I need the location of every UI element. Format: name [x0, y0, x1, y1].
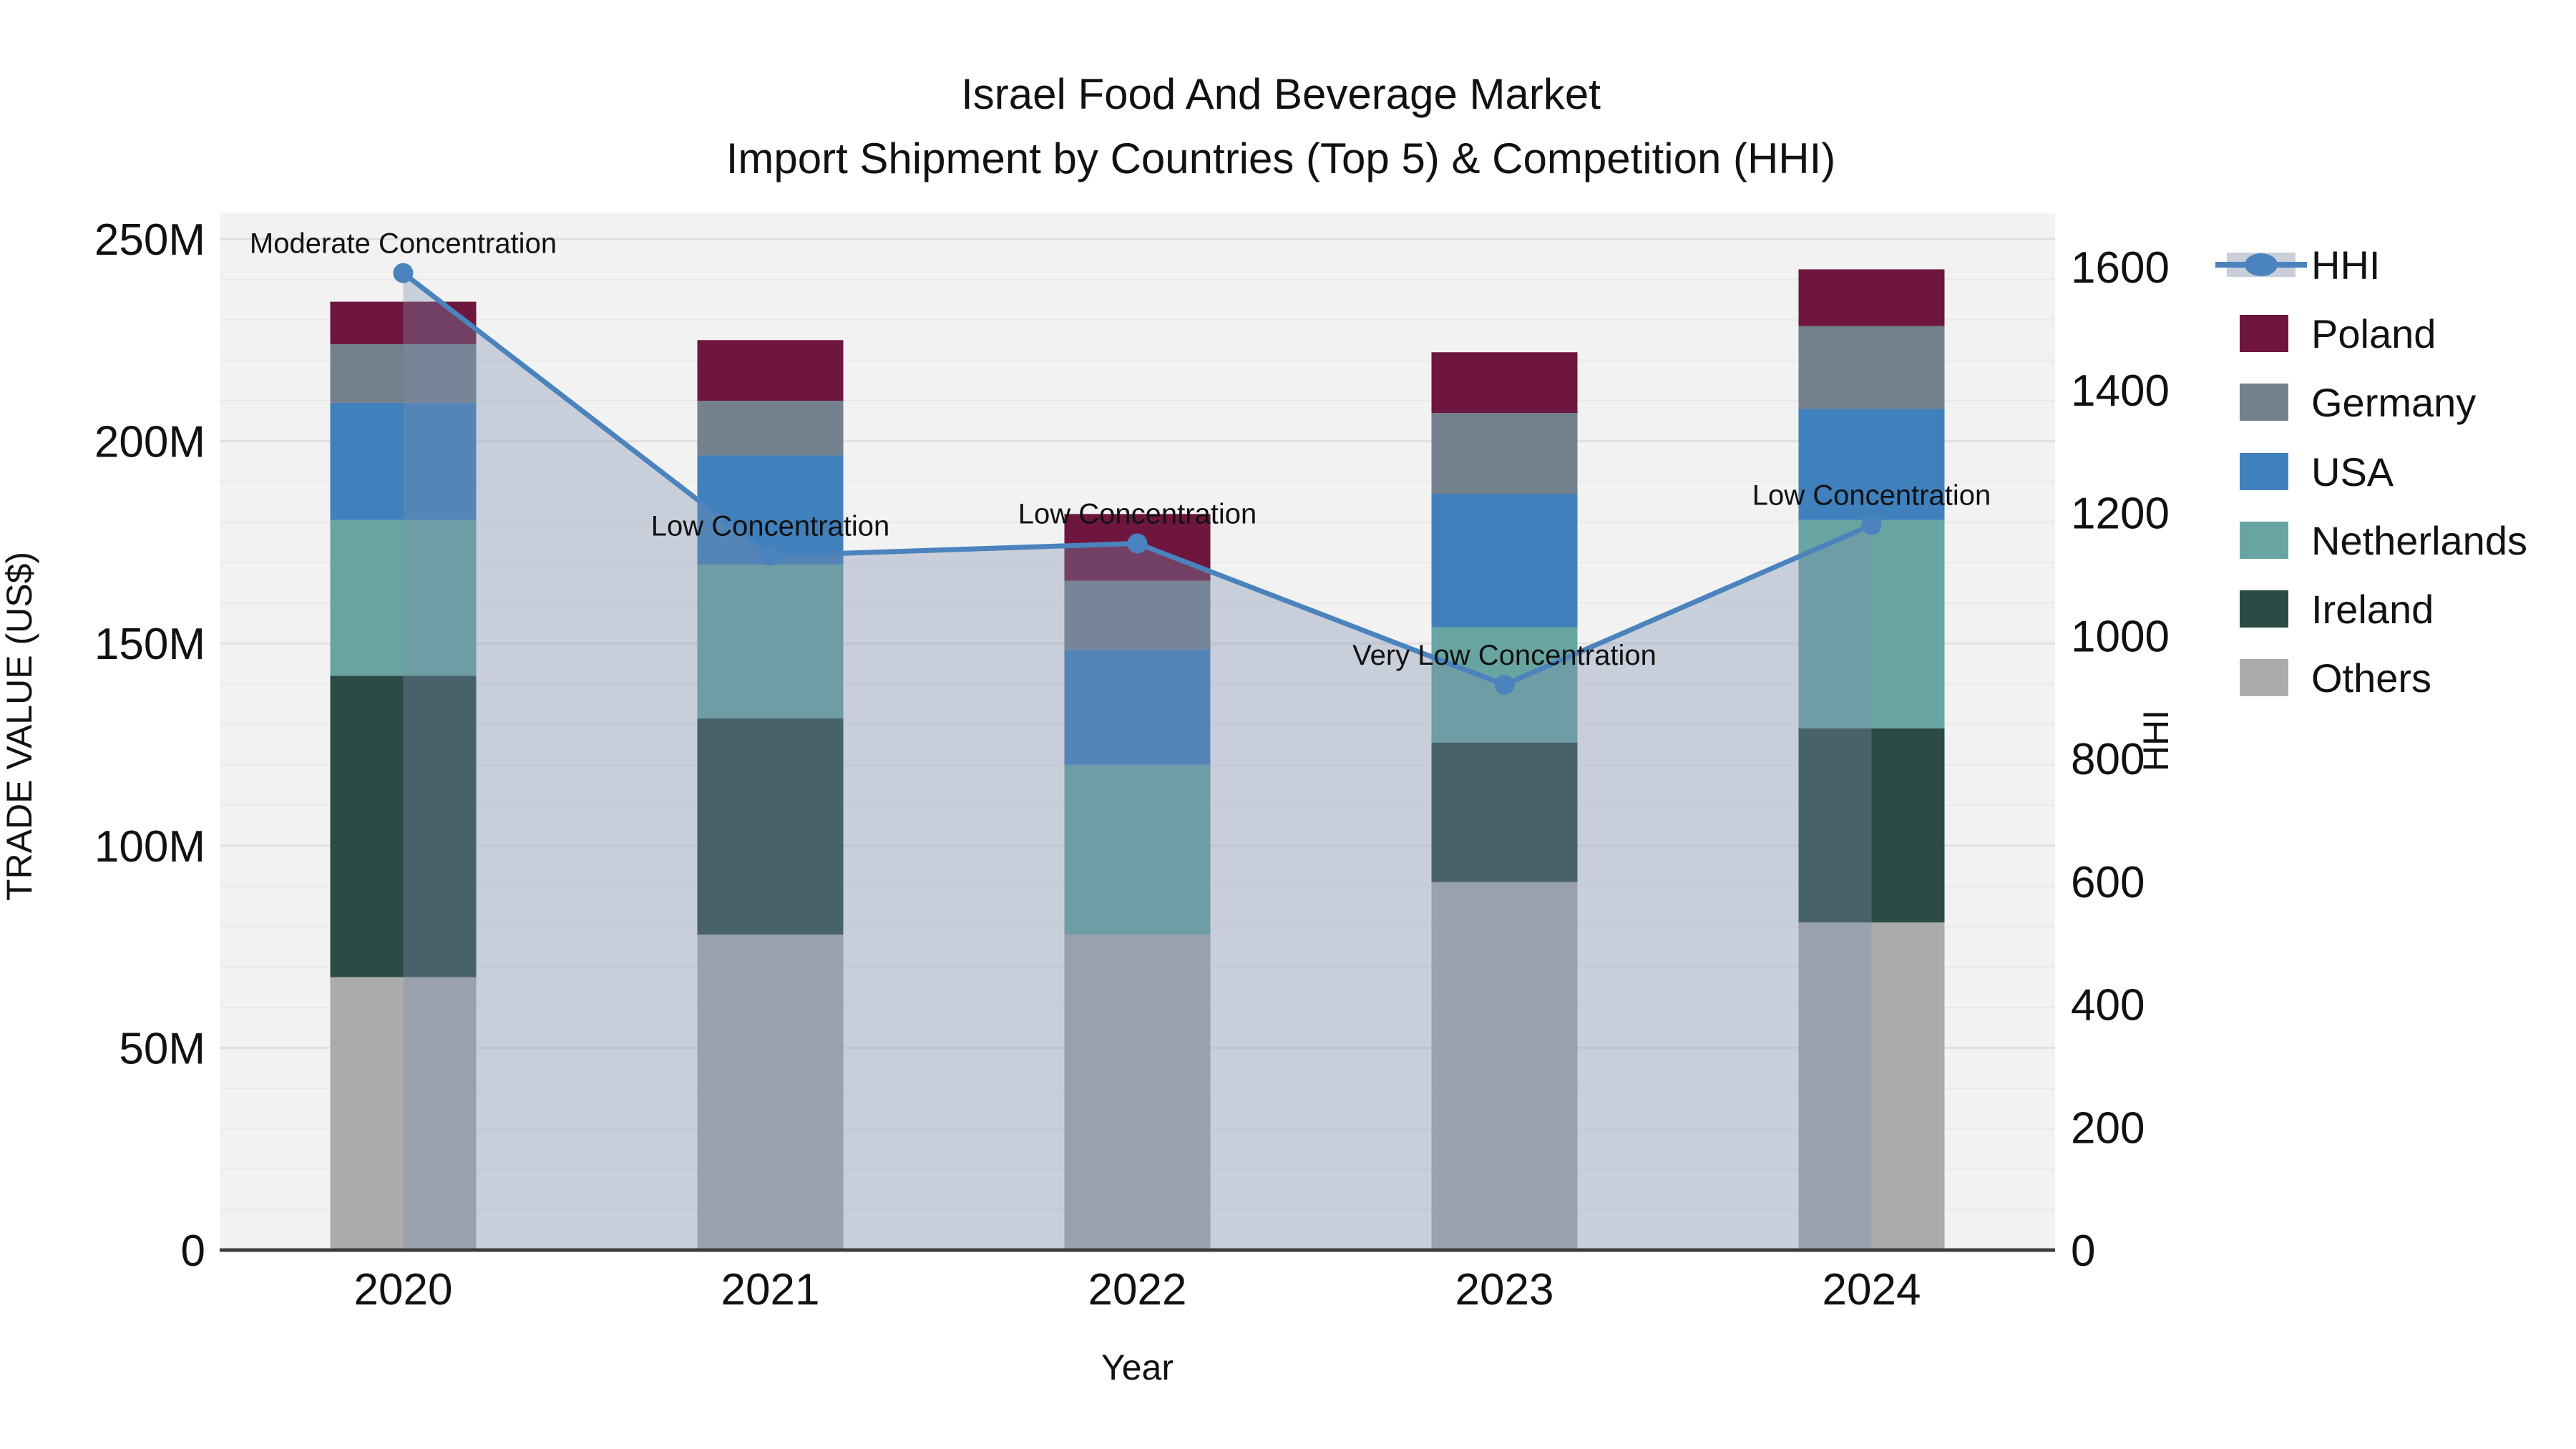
chart-title-line2: Import Shipment by Countries (Top 5) & C…: [726, 135, 1836, 182]
hhi-area: [403, 273, 1872, 1250]
bar-segment[interactable]: [1798, 326, 1945, 409]
bar-segment[interactable]: [1798, 922, 1945, 1250]
x-axis-title: Year: [1101, 1347, 1174, 1387]
legend-swatch: [2240, 590, 2288, 628]
bar-segment[interactable]: [1064, 649, 1211, 765]
y-right-tick-label: 800: [2071, 735, 2145, 784]
legend-item[interactable]: Ireland: [2240, 587, 2434, 632]
hhi-marker[interactable]: [1494, 674, 1515, 695]
bar-segment[interactable]: [330, 977, 477, 1250]
y-left-tick-label: 50M: [119, 1024, 205, 1073]
hhi-marker[interactable]: [1861, 514, 1882, 535]
x-tick-label: 2024: [1823, 1265, 1921, 1314]
annotation: Low Concentration: [651, 511, 890, 542]
chart-title-line1: Israel Food And Beverage Market: [961, 70, 1601, 118]
hhi-marker[interactable]: [1127, 533, 1148, 554]
y-right-tick-label: 1000: [2071, 612, 2170, 661]
legend-label: USA: [2311, 449, 2394, 494]
y-left-tick-label: 150M: [94, 620, 205, 669]
bar-group: [330, 301, 477, 1250]
legend-item[interactable]: Germany: [2240, 380, 2476, 425]
y-left-tick-label: 0: [181, 1226, 205, 1276]
annotation: Low Concentration: [1018, 498, 1257, 530]
y-left-tick-label: 200M: [94, 418, 205, 467]
bar-segment[interactable]: [1798, 409, 1945, 520]
bar-group: [1798, 269, 1945, 1250]
bar-segment[interactable]: [1064, 580, 1211, 650]
legend-label: Poland: [2311, 311, 2436, 356]
legend-item[interactable]: USA: [2240, 449, 2394, 494]
y-left-axis-title: TRADE VALUE (US$): [0, 552, 39, 901]
y-right-tick-label: 1200: [2071, 489, 2170, 539]
legend-swatch: [2240, 384, 2288, 421]
legend: HHI Poland Germany USA Netherlands Ireland Oth…: [2215, 243, 2527, 701]
legend-marker-swatch: [2245, 253, 2278, 276]
bar-segment[interactable]: [1431, 742, 1578, 882]
bar-segment[interactable]: [1064, 935, 1211, 1250]
bar-segment[interactable]: [330, 519, 477, 676]
bar-segment[interactable]: [1798, 269, 1945, 326]
bar-segment[interactable]: [697, 564, 844, 718]
legend-item[interactable]: HHI: [2215, 243, 2380, 288]
bar-group: [1064, 514, 1211, 1250]
bar-segment[interactable]: [330, 402, 477, 520]
legend-label: HHI: [2311, 243, 2380, 288]
legend-item[interactable]: Netherlands: [2240, 518, 2527, 563]
y-right-tick-label: 1600: [2071, 243, 2170, 293]
y-right-tick-label: 600: [2071, 858, 2145, 907]
hhi-marker[interactable]: [393, 263, 414, 283]
legend-item[interactable]: Poland: [2240, 311, 2436, 356]
bar-group: [697, 340, 844, 1250]
bar-segment[interactable]: [1431, 882, 1578, 1250]
y-left-tick-label: 250M: [94, 215, 205, 265]
bar-segment[interactable]: [697, 718, 844, 935]
y-right-tick-label: 200: [2071, 1103, 2145, 1153]
bar-segment[interactable]: [1798, 728, 1945, 923]
bar-segment[interactable]: [1431, 494, 1578, 628]
bar-segment[interactable]: [697, 401, 844, 456]
x-tick-label: 2023: [1455, 1265, 1554, 1314]
legend-label: Germany: [2311, 380, 2476, 425]
y-left-tick-label: 100M: [94, 822, 205, 872]
bar-segment[interactable]: [330, 343, 477, 403]
legend-label: Others: [2311, 655, 2431, 701]
hhi-marker[interactable]: [760, 545, 781, 566]
bar-segment[interactable]: [1798, 519, 1945, 728]
legend-item[interactable]: Others: [2240, 655, 2431, 701]
x-tick-label: 2022: [1088, 1265, 1187, 1314]
bar-segment[interactable]: [1431, 352, 1578, 414]
bar-segment[interactable]: [697, 340, 844, 401]
y-right-tick-label: 1400: [2071, 366, 2170, 416]
legend-swatch: [2240, 659, 2288, 696]
bar-group: [1431, 352, 1578, 1250]
annotation: Very Low Concentration: [1352, 640, 1657, 671]
y-right-axis-title: HHI: [2136, 710, 2176, 771]
y-right-tick-label: 0: [2071, 1226, 2095, 1276]
bars: [330, 269, 1945, 1250]
bar-segment[interactable]: [1431, 413, 1578, 494]
legend-label: Ireland: [2311, 587, 2434, 632]
legend-label: Netherlands: [2311, 518, 2527, 563]
bar-segment[interactable]: [697, 935, 844, 1250]
legend-swatch: [2240, 453, 2288, 490]
annotation: Moderate Concentration: [250, 228, 557, 260]
annotation: Low Concentration: [1752, 480, 1991, 512]
bar-segment[interactable]: [330, 675, 477, 977]
legend-swatch: [2240, 522, 2288, 559]
x-tick-label: 2020: [354, 1265, 453, 1314]
bar-segment[interactable]: [1064, 764, 1211, 935]
legend-swatch: [2240, 315, 2288, 352]
x-tick-label: 2021: [721, 1265, 820, 1314]
y-right-tick-label: 400: [2071, 981, 2145, 1030]
